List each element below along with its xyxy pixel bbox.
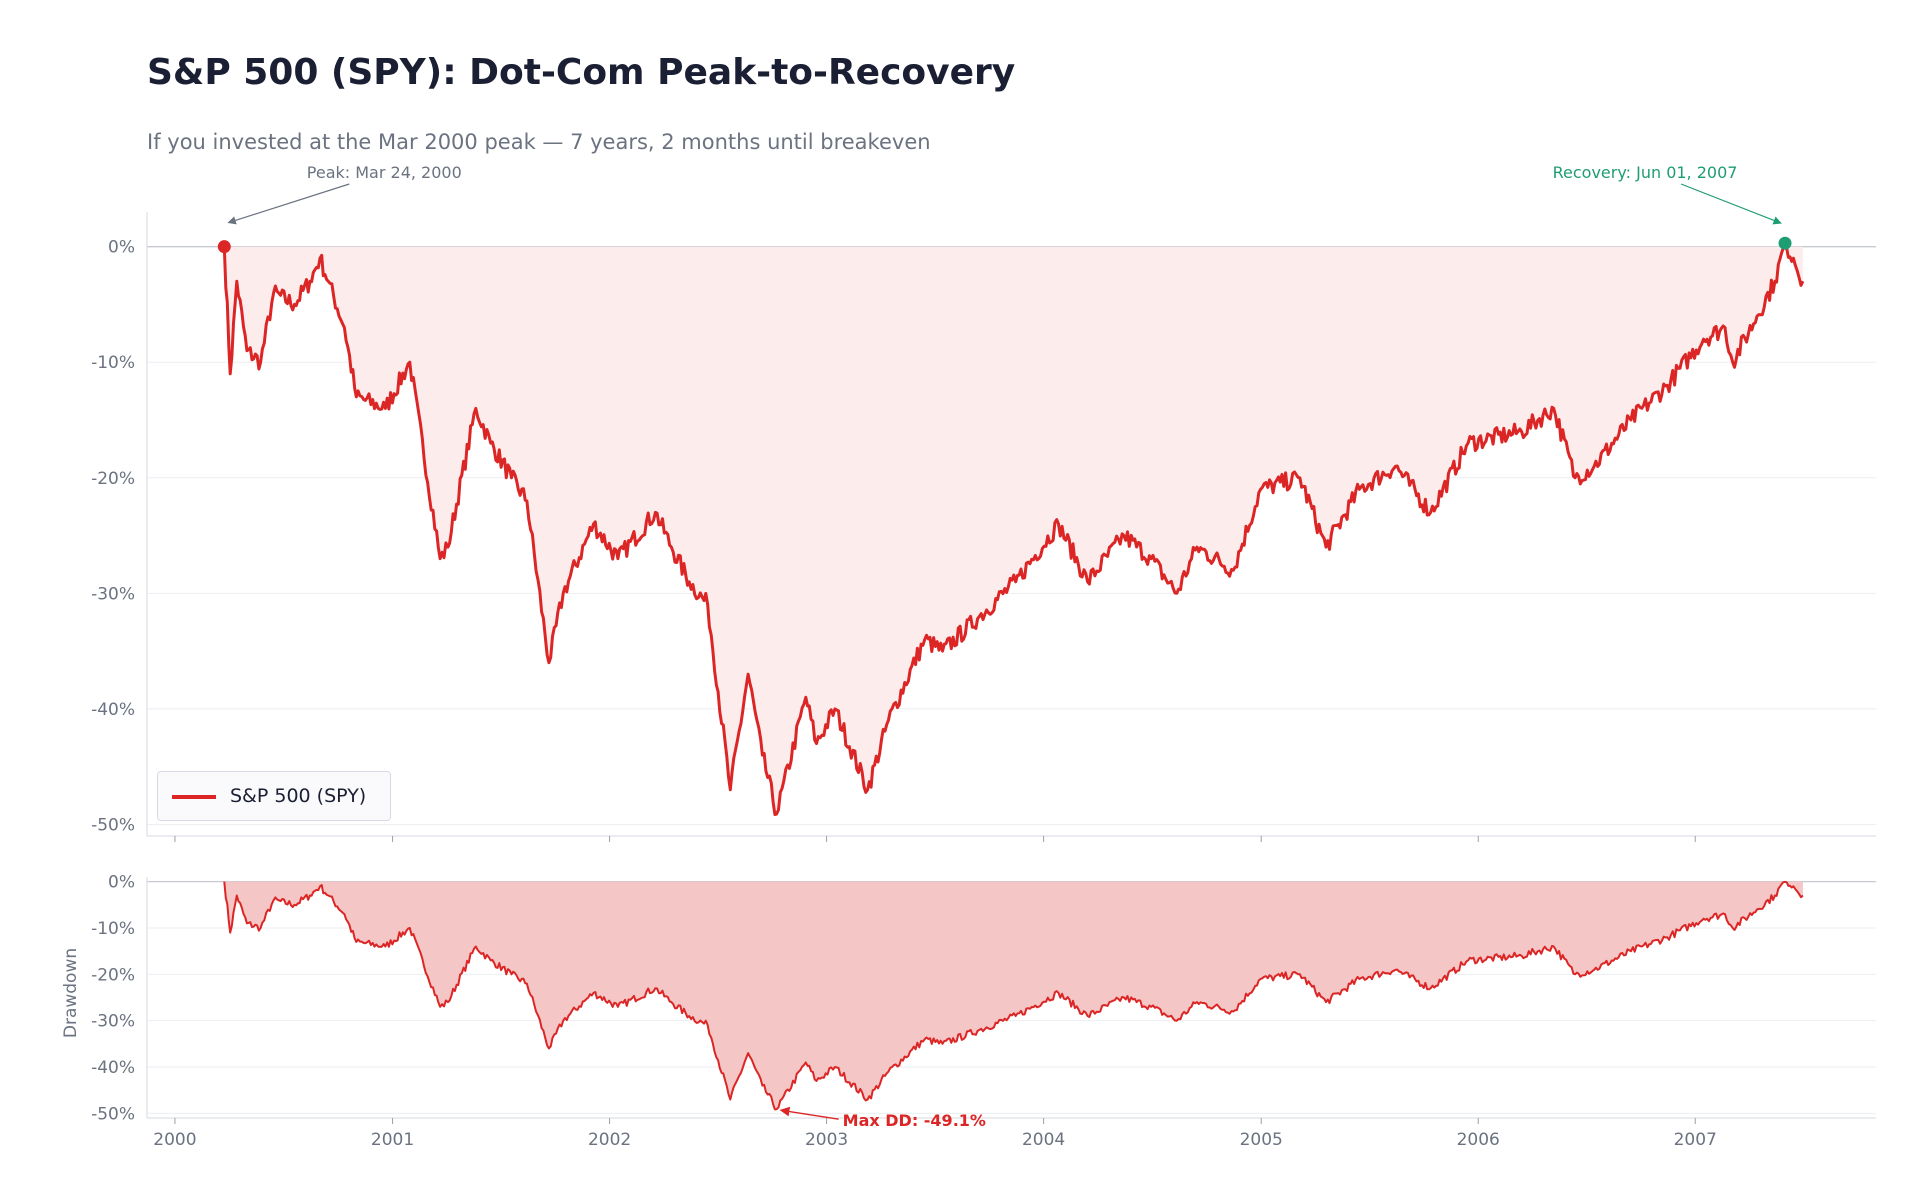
x-tick-label: 2002 [588,1130,631,1150]
legend: S&P 500 (SPY) [157,771,391,821]
y-tick-label: 0% [108,238,135,258]
top-axes [146,212,1876,837]
y-tick-label: -50% [91,815,135,835]
y-tick-label: -10% [91,353,135,373]
y-tick-label: -40% [91,700,135,720]
x-tick-label: 2006 [1457,1130,1500,1150]
max-dd-arrow [779,1106,839,1120]
bottom-y-tick-labels: 0% -10% -20% -30% -40% -50% [91,873,135,1125]
recovery-marker [1778,236,1792,250]
y-tick-label: -20% [91,965,135,985]
top-drawdown-fill [224,246,1803,815]
y-tick-label: 0% [108,873,135,893]
chart-subtitle: If you invested at the Mar 2000 peak — 7… [147,130,931,154]
peak-arrow [227,183,350,225]
legend-label: S&P 500 (SPY) [230,785,367,807]
peak-marker [217,240,231,254]
recovery-arrow [1680,183,1782,225]
x-tick-label: 2004 [1022,1130,1065,1150]
drawdown-axis-label: Drawdown [61,948,81,1038]
peak-annotation-label: Peak: Mar 24, 2000 [307,163,462,182]
top-panel: 0% -10% -20% -30% -40% -50% Peak: Mar 24, 200… [91,163,1876,842]
x-tick-label: 2003 [805,1130,848,1150]
chart-title: S&P 500 (SPY): Dot-Com Peak-to-Recovery [147,52,1016,93]
y-tick-label: -10% [91,919,135,939]
drawdown-line [223,880,1804,1111]
y-tick-label: -40% [91,1058,135,1078]
spy-series-line [222,245,1805,816]
max-dd-annotation-label: Max DD: -49.1% [843,1111,986,1130]
x-tick-label: 2007 [1674,1130,1717,1150]
bottom-x-tick-labels: 2000 2001 2002 2003 2004 2005 2006 2007 [153,1118,1717,1150]
bottom-annotations: Max DD: -49.1% [779,1106,986,1130]
y-tick-label: -30% [91,584,135,604]
drawdown-area-fill [224,881,1803,1110]
y-tick-label: -30% [91,1012,135,1032]
x-tick-label: 2000 [153,1130,196,1150]
bottom-axes [146,877,1876,1119]
top-y-tick-labels: 0% -10% -20% -30% -40% -50% [91,238,135,836]
x-tick-label: 2001 [371,1130,414,1150]
bottom-panel: 0%-10%-20%-30%-40%-50% 2000 2001 2002 2003 2… [61,873,1876,1150]
top-x-ticks [174,836,1696,842]
y-tick-label: -20% [91,469,135,489]
legend-swatch [172,795,216,799]
y-tick-label: -50% [91,1104,135,1124]
recovery-annotation-label: Recovery: Jun 01, 2007 [1553,163,1738,182]
top-annotations: Peak: Mar 24, 2000 Recovery: Jun 01, 2007 [217,163,1792,254]
x-tick-label: 2005 [1240,1130,1283,1150]
